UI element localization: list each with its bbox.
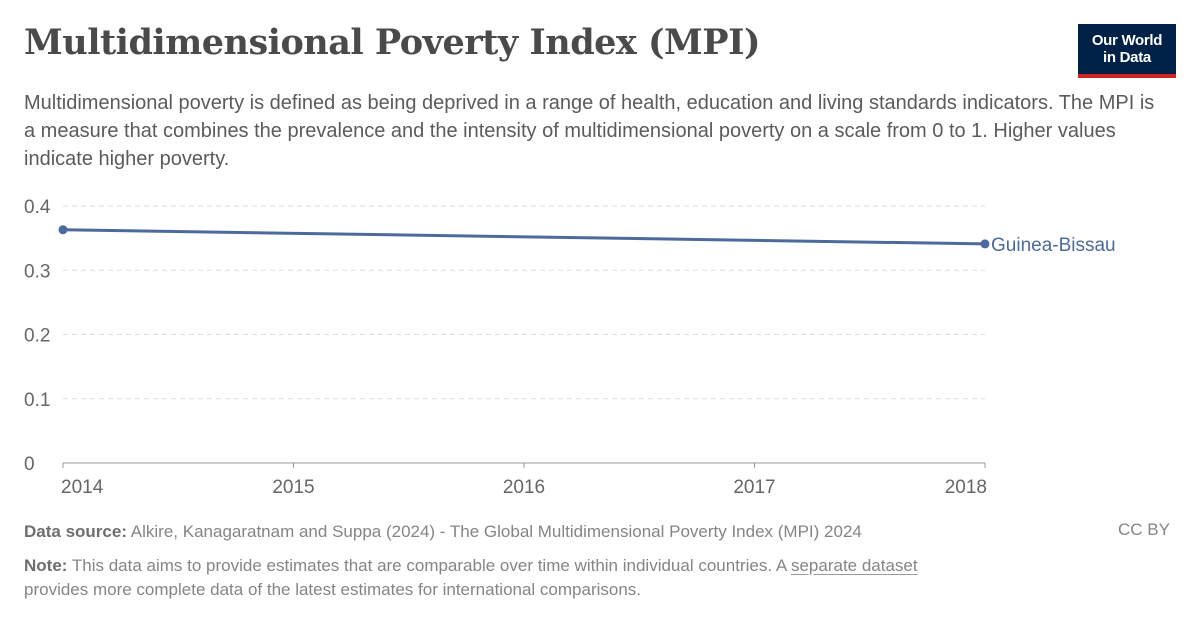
x-tick-label: 2015 — [272, 477, 314, 498]
license-label[interactable]: CC BY — [1118, 520, 1170, 539]
source-label: Data source: — [24, 522, 127, 541]
owid-logo[interactable]: Our World in Data — [1078, 24, 1176, 78]
data-point — [980, 239, 990, 249]
y-tick-label: 0.4 — [24, 197, 51, 218]
chart-note: Note: This data aims to provide estimate… — [24, 554, 1174, 602]
logo-line-1: Our World — [1091, 32, 1163, 49]
note-text-before: This data aims to provide estimates that… — [71, 556, 787, 575]
x-tick-label: 2014 — [61, 477, 104, 498]
y-tick-label: 0.1 — [24, 390, 50, 411]
chart-title: Multidimensional Poverty Index (MPI) — [24, 22, 761, 63]
y-tick-label: 0 — [24, 454, 35, 475]
data-point — [58, 225, 68, 235]
series-layer: Guinea-Bissau — [58, 225, 1116, 256]
logo-line-2: in Data — [1103, 49, 1151, 66]
data-source: Data source: Alkire, Kanagaratnam and Su… — [24, 520, 1174, 544]
note-label: Note: — [24, 556, 68, 575]
y-axis: 0 0.1 0.2 0.3 0.4 — [24, 197, 51, 475]
series-line — [61, 228, 987, 246]
x-tick-label: 2016 — [503, 477, 545, 498]
y-tick-label: 0.3 — [24, 261, 50, 282]
chart-subtitle: Multidimensional poverty is defined as b… — [24, 92, 1155, 170]
y-tick-label: 0.2 — [24, 326, 50, 347]
source-text[interactable]: Alkire, Kanagaratnam and Suppa (2024) - … — [130, 522, 862, 541]
x-axis: 2014 2015 2016 2017 2018 — [61, 462, 987, 498]
series-label: Guinea-Bissau — [991, 235, 1116, 256]
grid-lines — [63, 205, 985, 400]
separate-dataset-link[interactable]: separate dataset — [790, 556, 918, 575]
x-tick-label: 2017 — [733, 477, 775, 498]
x-tick-label: 2018 — [945, 477, 987, 498]
note-text-after: provides more complete data of the lates… — [24, 580, 642, 599]
